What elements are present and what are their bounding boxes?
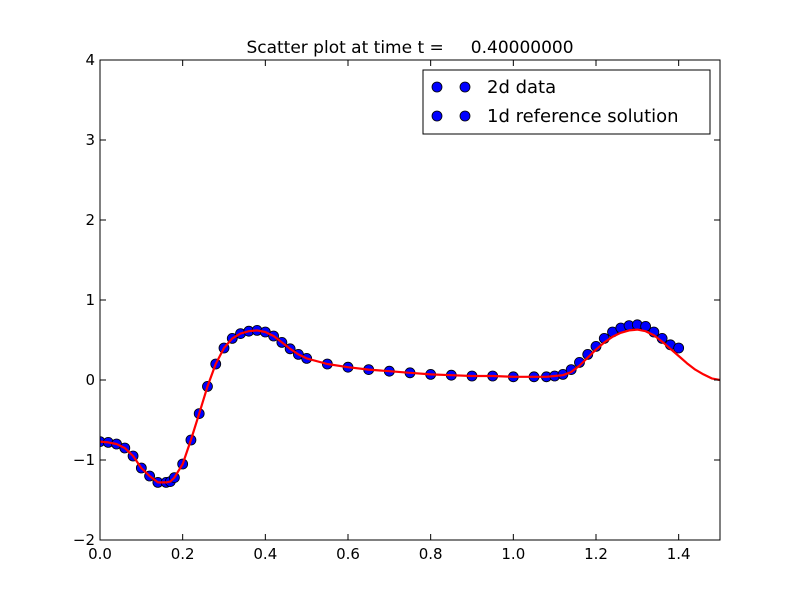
y-tick-label: −2 <box>73 531 95 549</box>
y-tick-label: 0 <box>85 371 95 389</box>
data-point <box>673 342 685 354</box>
series-line <box>100 328 720 484</box>
y-tick-label: 4 <box>85 51 95 69</box>
chart-title: Scatter plot at time t = 0.40000000 <box>246 38 573 58</box>
x-tick-label: 0.2 <box>171 545 195 563</box>
x-tick-label: 0.0 <box>88 545 112 563</box>
x-tick-label: 0.6 <box>336 545 360 563</box>
y-tick-label: 3 <box>85 131 95 149</box>
plot-area <box>100 319 720 488</box>
legend: 2d data 1d reference solution <box>422 69 711 135</box>
legend-marker <box>459 81 471 93</box>
x-tick-label: 0.8 <box>419 545 443 563</box>
legend-marker <box>459 110 471 122</box>
axis-ticks: 0.0 0.2 0.4 0.6 0.8 1.0 1.2 1.4 −2 −1 0 1 2 3 4 <box>73 51 720 563</box>
x-tick-label: 1.2 <box>584 545 608 563</box>
x-tick-label: 1.4 <box>667 545 691 563</box>
data-point <box>582 348 594 360</box>
legend-marker <box>431 81 443 93</box>
x-tick-label: 1.0 <box>501 545 525 563</box>
y-tick-label: 1 <box>85 291 95 309</box>
y-tick-label: 2 <box>85 211 95 229</box>
y-tick-label: −1 <box>73 451 95 469</box>
legend-marker <box>431 110 443 122</box>
data-point <box>574 356 585 368</box>
legend-label: 1d reference solution <box>487 106 679 127</box>
legend-label: 2d data <box>487 77 556 98</box>
legend-box <box>422 69 711 135</box>
x-tick-label: 0.4 <box>253 545 277 563</box>
